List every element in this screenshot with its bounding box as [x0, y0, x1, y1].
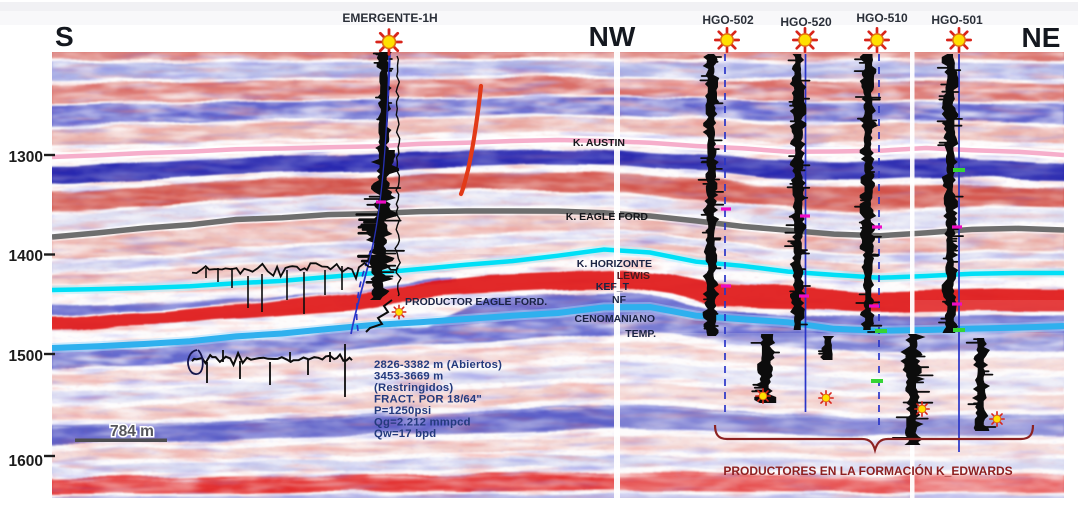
svg-text:NF: NF — [612, 294, 627, 306]
svg-text:PRODUCTOR EAGLE FORD.: PRODUCTOR EAGLE FORD. — [405, 296, 547, 308]
svg-text:P=1250psi: P=1250psi — [374, 405, 431, 417]
svg-text:(Restringidos): (Restringidos) — [374, 382, 453, 394]
svg-text:Qg=2.212 mmpcd: Qg=2.212 mmpcd — [374, 417, 471, 429]
svg-text:FRACT. POR 18/64": FRACT. POR 18/64" — [374, 394, 482, 406]
svg-text:Qw=17 bpd: Qw=17 bpd — [374, 428, 436, 440]
svg-text:EMERGENTE-1H: EMERGENTE-1H — [342, 11, 437, 25]
svg-text:2826-3382 m (Abiertos): 2826-3382 m (Abiertos) — [374, 359, 502, 371]
svg-text:PRODUCTORES EN LA FORMACIÓN K_: PRODUCTORES EN LA FORMACIÓN K_EDWARDS — [723, 463, 1012, 478]
svg-text:1600: 1600 — [9, 453, 43, 470]
svg-text:HGO-510: HGO-510 — [856, 11, 908, 25]
svg-text:K. HORIZONTE: K. HORIZONTE — [577, 258, 652, 270]
svg-text:HGO-501: HGO-501 — [931, 13, 983, 27]
svg-text:K. AUSTIN: K. AUSTIN — [573, 137, 625, 149]
svg-text:S: S — [55, 21, 74, 52]
svg-text:3453-3669 m: 3453-3669 m — [374, 371, 443, 383]
svg-text:CENOMANIANO: CENOMANIANO — [575, 313, 656, 325]
svg-text:NW: NW — [589, 21, 636, 52]
svg-text:HGO-520: HGO-520 — [780, 15, 832, 29]
svg-text:KEF_T: KEF_T — [596, 281, 630, 293]
svg-text:NE: NE — [1022, 22, 1061, 53]
svg-text:LEWIS: LEWIS — [617, 270, 650, 282]
svg-text:1500: 1500 — [9, 348, 43, 365]
svg-text:1300: 1300 — [9, 149, 43, 166]
svg-text:784 m: 784 m — [110, 423, 154, 440]
svg-text:K. EAGLE FORD: K. EAGLE FORD — [566, 211, 649, 223]
svg-text:HGO-502: HGO-502 — [702, 13, 754, 27]
svg-text:1400: 1400 — [9, 248, 43, 265]
svg-text:TEMP.: TEMP. — [625, 328, 656, 340]
